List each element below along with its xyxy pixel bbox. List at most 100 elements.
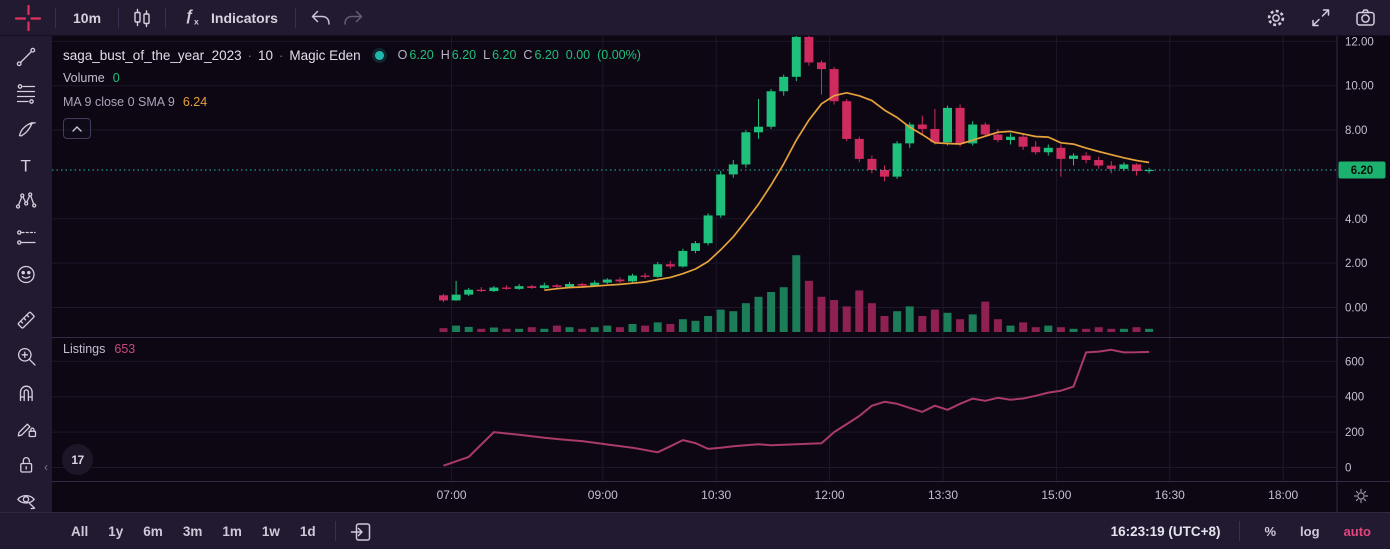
svg-text:0: 0 (1345, 463, 1351, 475)
legend-collapse-button[interactable] (63, 118, 91, 139)
fx-icon: ƒ x (183, 5, 205, 30)
axis-settings-icon[interactable] (1352, 487, 1370, 510)
separator-dot: · (279, 47, 284, 63)
toolbar-divider (334, 521, 336, 541)
candlestick-series (439, 29, 1154, 302)
range-button-1m[interactable]: 1m (213, 520, 251, 543)
bottom-toolbar: All 1y 6m 3m 1m 1w 1d 16:23:19 (UTC+8) % log a… (0, 512, 1390, 549)
chart-canvas[interactable]: 12.00 10.00 8.00 4.00 2.00 0.00 600 400 200 0 6.20… (52, 29, 1390, 512)
range-button-1y[interactable]: 1y (99, 520, 132, 543)
svg-text:200: 200 (1345, 427, 1364, 439)
top-toolbar: 10m ƒ x Indicators (0, 0, 1390, 36)
hide-drawings-icon[interactable] (11, 489, 41, 512)
measure-icon[interactable] (11, 308, 41, 331)
listings-value: 653 (114, 342, 136, 356)
magnet-icon[interactable] (11, 380, 41, 403)
change-percent: (0.00%) (597, 48, 641, 62)
drawing-toolbar: T (0, 36, 52, 512)
clock-timezone-button[interactable]: 16:23:19 (UTC+8) (1110, 523, 1221, 539)
symbol-row[interactable]: saga_bust_of_the_year_2023 · 10 · Magic … (63, 44, 641, 66)
toolbar-divider (1239, 521, 1241, 541)
emoji-icon[interactable] (11, 262, 41, 285)
svg-text:18:00: 18:00 (1268, 488, 1298, 502)
svg-text:2.00: 2.00 (1345, 258, 1367, 270)
chevron-up-icon (72, 125, 82, 132)
toolbar-divider (55, 7, 56, 28)
trend-line-icon[interactable] (11, 45, 41, 68)
price-axis[interactable]: 12.00 10.00 8.00 4.00 2.00 0.00 600 400 200 0 (1345, 36, 1374, 474)
projection-icon[interactable] (11, 226, 41, 249)
range-buttons: All 1y 6m 3m 1m 1w 1d (62, 520, 325, 543)
svg-text:8.00: 8.00 (1345, 125, 1367, 137)
svg-text:6.20: 6.20 (1351, 165, 1373, 177)
svg-text:4.00: 4.00 (1345, 214, 1367, 226)
volume-row[interactable]: Volume 0 (63, 66, 641, 90)
separator-dot: · (247, 47, 252, 63)
fib-retracement-icon[interactable] (11, 81, 41, 104)
change-value: 0.00 (565, 48, 591, 62)
tradingview-watermark-logo[interactable]: 17 (62, 444, 93, 475)
main-legend: saga_bust_of_the_year_2023 · 10 · Magic … (63, 44, 641, 139)
exchange-label: Magic Eden (289, 47, 361, 63)
xabcd-pattern-icon[interactable] (11, 190, 41, 213)
toolbar-divider (165, 7, 167, 28)
ma-row[interactable]: MA 9 close 0 SMA 9 6.24 (63, 90, 641, 114)
svg-text:10.00: 10.00 (1345, 81, 1374, 93)
volume-value: 0 (112, 71, 120, 85)
undo-icon[interactable] (305, 4, 335, 32)
symbol-title[interactable]: saga_bust_of_the_year_2023 (63, 47, 242, 63)
indicators-label: Indicators (211, 9, 278, 26)
log-scale-button[interactable]: log (1295, 521, 1325, 542)
timeframe-button[interactable]: 10m (65, 6, 109, 30)
time-axis[interactable]: 07:00 09:00 10:30 12:00 13:30 15:00 16:30 18:00 (437, 488, 1299, 502)
listings-legend[interactable]: Listings 653 (63, 342, 135, 356)
auto-scale-button[interactable]: auto (1339, 521, 1376, 542)
listings-line (443, 348, 1150, 467)
ma-value: 6.24 (182, 95, 208, 109)
market-status-dot[interactable] (374, 50, 384, 60)
svg-text:15:00: 15:00 (1041, 488, 1071, 502)
toolbar-divider (294, 7, 296, 28)
toolbar-collapse-handle[interactable]: ‹ (44, 460, 48, 474)
toolbar-divider (118, 7, 120, 28)
svg-text:T: T (21, 157, 31, 176)
svg-text:x: x (194, 17, 199, 27)
listings-label: Listings (63, 342, 106, 356)
camera-snapshot-icon[interactable] (1351, 3, 1380, 32)
range-button-1w[interactable]: 1w (253, 520, 289, 543)
chart-area: 12.00 10.00 8.00 4.00 2.00 0.00 600 400 200 0 6.20… (52, 29, 1390, 512)
redo-icon[interactable] (339, 4, 369, 32)
go-to-date-icon[interactable] (346, 517, 375, 546)
percent-scale-button[interactable]: % (1259, 521, 1281, 542)
range-button-1d[interactable]: 1d (291, 520, 325, 543)
lock-all-icon[interactable] (11, 453, 41, 476)
svg-text:0.00: 0.00 (1345, 303, 1367, 315)
text-icon[interactable]: T (11, 153, 41, 176)
settings-gear-icon[interactable] (1262, 4, 1290, 32)
svg-text:12.00: 12.00 (1345, 36, 1374, 48)
svg-text:13:30: 13:30 (928, 488, 958, 502)
volume-label: Volume (63, 71, 105, 85)
svg-text:400: 400 (1345, 392, 1364, 404)
draw-lock-icon[interactable] (11, 417, 41, 440)
fullscreen-icon[interactable] (1306, 3, 1335, 32)
ma-label: MA 9 close 0 SMA 9 (63, 95, 175, 109)
gridlines (52, 36, 1337, 482)
chart-style-candles-icon[interactable] (128, 4, 156, 32)
svg-text:16:30: 16:30 (1155, 488, 1185, 502)
range-button-all[interactable]: All (62, 520, 97, 543)
sma-line (544, 91, 1150, 292)
brush-icon[interactable] (11, 117, 41, 140)
ohlc-values: O 6.20 H 6.20 L 6.20 C 6.20 0.00 (0.00%) (397, 48, 641, 62)
range-button-3m[interactable]: 3m (174, 520, 212, 543)
indicators-button[interactable]: ƒ x Indicators (175, 1, 286, 34)
svg-text:12:00: 12:00 (815, 488, 845, 502)
tradingview-logo-crosshair-icon[interactable] (10, 0, 46, 36)
volume-series (439, 255, 1154, 332)
svg-text:10:30: 10:30 (701, 488, 731, 502)
zoom-in-icon[interactable] (11, 344, 41, 367)
interval-label: 10 (258, 47, 274, 63)
range-button-6m[interactable]: 6m (134, 520, 172, 543)
svg-text:07:00: 07:00 (437, 488, 467, 502)
